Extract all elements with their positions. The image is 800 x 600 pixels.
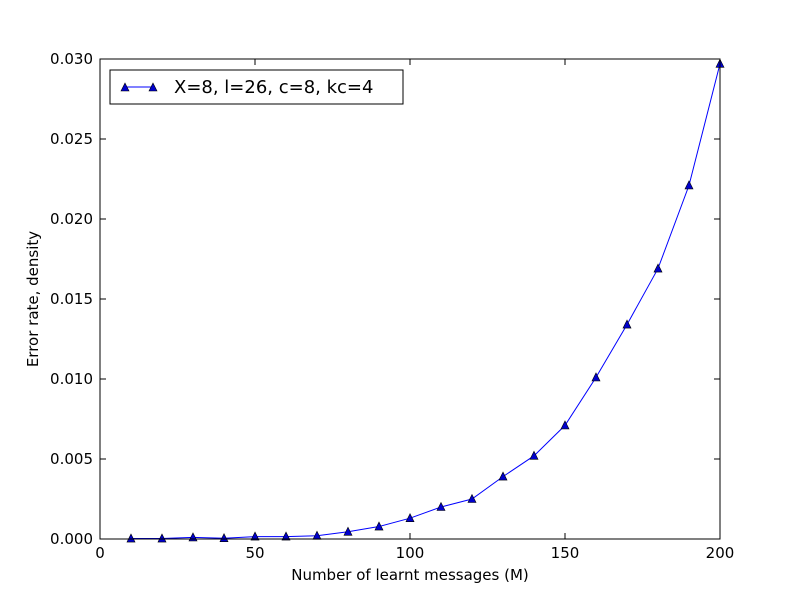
data-point-triangle [622,319,632,329]
x-tick-label: 200 [706,544,735,562]
y-axis-title: Error rate, density [24,231,42,367]
y-tick-label: 0.015 [50,290,93,308]
data-point-triangle [405,513,415,523]
series-line [131,63,721,540]
data-point-triangle [653,263,663,273]
series-layer [126,58,725,543]
x-axis-title: Number of learnt messages (M) [291,566,529,584]
data-point-triangle [591,372,601,382]
data-point-triangle [250,531,260,541]
x-tick-label: 50 [245,544,264,562]
data-point-triangle [467,493,477,503]
data-point-triangle [219,533,229,543]
legend-label: X=8, l=26, c=8, kc=4 [174,77,373,98]
legend: X=8, l=26, c=8, kc=4 [109,69,404,105]
legend-marker-triangle-icon [148,82,158,92]
data-point-triangle [560,420,570,430]
data-point-triangle [374,521,384,531]
legend-marker-triangle-icon [120,82,130,92]
y-tick-label: 0.010 [50,370,93,388]
plot-frame [99,58,721,540]
x-tick-label: 100 [396,544,425,562]
y-tick-label: 0.020 [50,210,93,228]
y-tick-label: 0.005 [50,450,93,468]
data-point-triangle [498,471,508,481]
legend-box [109,69,404,105]
data-point-triangle [281,531,291,541]
x-tick-label: 150 [551,544,580,562]
plot-area [100,59,720,539]
data-point-triangle [343,526,353,536]
data-point-triangle [436,501,446,511]
y-tick-label: 0.025 [50,130,93,148]
y-tick-label: 0.000 [50,530,93,548]
ticks-layer: 0 50 100 150 200 0.000 0.005 0.010 0.015 0.020 0.0… [50,50,734,562]
data-point-triangle [126,533,136,543]
data-point-triangle [157,533,167,543]
data-point-triangle [684,180,694,190]
x-tick-label: 0 [95,544,105,562]
data-point-triangle [529,450,539,460]
y-tick-label: 0.030 [50,50,93,68]
